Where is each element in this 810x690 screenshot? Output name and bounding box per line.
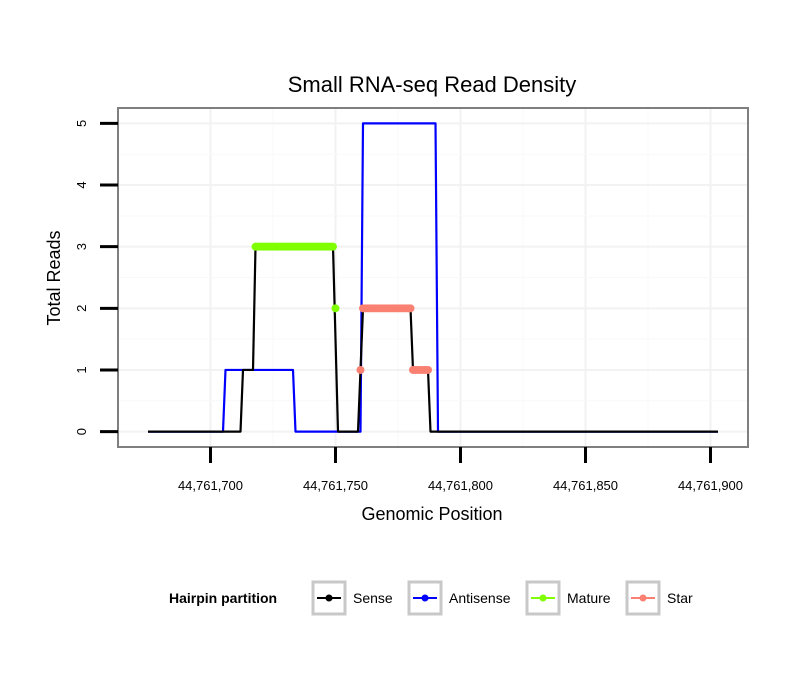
plot-border xyxy=(117,107,749,448)
legend-dot-mature xyxy=(539,594,547,602)
series-points xyxy=(251,242,432,374)
x-axis: 44,761,700 44,761,750 44,761,800 44,761,850… xyxy=(178,447,743,493)
y-tick-label: 2 xyxy=(74,305,89,312)
legend-dot-sense xyxy=(325,594,333,602)
series-line-antisense xyxy=(148,122,718,433)
legend-dot-antisense xyxy=(421,594,429,602)
legend-label-mature: Mature xyxy=(567,590,611,606)
x-tick-label: 44,761,750 xyxy=(303,478,368,493)
x-tick-label: 44,761,700 xyxy=(178,478,243,493)
y-tick-label: 1 xyxy=(74,366,89,373)
y-axis-title: Total Reads xyxy=(44,230,64,325)
data-point-mature xyxy=(329,242,337,251)
x-tick-label: 44,761,800 xyxy=(428,478,493,493)
data-point-mature xyxy=(331,304,340,313)
legend-title: Hairpin partition xyxy=(169,590,277,606)
y-tick-label: 5 xyxy=(74,120,89,127)
x-axis-title: Genomic Position xyxy=(361,504,502,524)
data-point-star xyxy=(356,365,365,374)
legend-label-antisense: Antisense xyxy=(449,590,511,606)
legend-label-star: Star xyxy=(667,590,693,606)
y-tick-label: 4 xyxy=(74,181,89,188)
legend-dot-star xyxy=(639,594,647,602)
x-tick-label: 44,761,900 xyxy=(678,478,743,493)
x-tick-label: 44,761,850 xyxy=(553,478,618,493)
legend: Hairpin partition Sense Antisense Mature St… xyxy=(169,580,693,616)
legend-label-sense: Sense xyxy=(353,590,393,606)
y-tick-label: 3 xyxy=(74,243,89,250)
chart-title: Small RNA-seq Read Density xyxy=(288,72,577,97)
data-point-star xyxy=(424,365,432,374)
y-tick-label: 0 xyxy=(74,428,89,435)
y-axis: 0 1 2 3 4 5 xyxy=(74,120,118,435)
data-point-star xyxy=(406,304,415,313)
